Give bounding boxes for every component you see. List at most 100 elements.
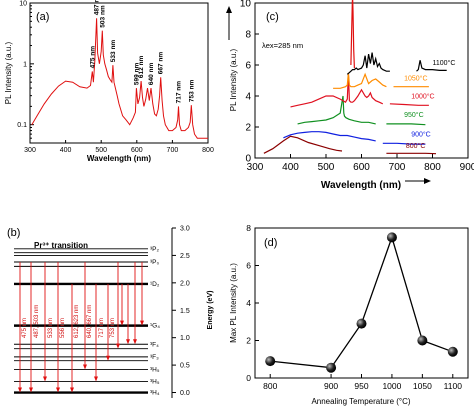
panel-b-arrowhead bbox=[70, 387, 74, 393]
panel-a-xtick-label: 800 bbox=[202, 147, 214, 154]
panel-c-series-label: 1050°C bbox=[404, 75, 427, 83]
panel-c-xtick-label: 800 bbox=[424, 162, 441, 173]
panel-c-xtick-label: 500 bbox=[318, 162, 335, 173]
panel-b-ytick-label: 1.0 bbox=[180, 335, 190, 342]
panel-d-ytick-label: 4 bbox=[246, 298, 251, 308]
panel-a-xtick-label: 700 bbox=[167, 147, 179, 154]
panel-d-data-point bbox=[447, 346, 458, 357]
panel-b-ytick-label: 3.0 bbox=[180, 226, 190, 233]
panel-b-label: (b) bbox=[7, 227, 20, 239]
panel-c-arrow bbox=[226, 6, 232, 40]
panel-b-level-label: ³F₄ bbox=[150, 341, 159, 348]
panel-a-peak-label: 533 nm bbox=[110, 40, 117, 63]
panel-c-series-line bbox=[333, 72, 387, 89]
panel-c-ytick-label: 10 bbox=[240, 0, 252, 10]
panel-b-arrowhead bbox=[133, 339, 137, 345]
panel-b-arrowhead bbox=[106, 355, 110, 361]
panel-b-ytick-label: 2.5 bbox=[180, 253, 190, 260]
panel-d-frame bbox=[254, 227, 469, 379]
panel-b-transition-label: 475 nm bbox=[22, 318, 28, 338]
panel-c-series-line bbox=[416, 60, 447, 72]
panel-c-series-line bbox=[297, 95, 376, 125]
panel-a-peak-label: 667 nm bbox=[158, 52, 165, 75]
panel-c-frame bbox=[254, 2, 469, 159]
panel-c-series-label: 950°C bbox=[404, 111, 424, 119]
panel-d-data-point bbox=[326, 362, 337, 373]
panel-d-xtick-label: 1050 bbox=[413, 381, 432, 391]
panel-a-peak-label: 640 nm bbox=[148, 62, 155, 85]
panel-b-ytick-label: 2.0 bbox=[180, 280, 190, 287]
panel-c-series-line bbox=[346, 52, 390, 75]
panel-c-ytick-label: 8 bbox=[245, 30, 251, 41]
panel-c-ytick-label: 2 bbox=[245, 123, 251, 134]
panel-a-label: (a) bbox=[36, 11, 49, 23]
panel-d-xtick-label: 1100 bbox=[444, 381, 463, 391]
panel-b-ytick-label: 0.0 bbox=[180, 390, 190, 397]
panel-b-arrowhead bbox=[116, 343, 120, 349]
panel-a-ytick-label: 1 bbox=[23, 61, 27, 68]
panel-d-ytick-label: 6 bbox=[246, 261, 251, 271]
panel-d-ylabel: Max PL Intensity (a.u.) bbox=[229, 263, 238, 343]
panel-c-xlabel: Wavelength (nm) bbox=[321, 180, 401, 191]
panel-c-excitation-label: λex=285 nm bbox=[262, 41, 303, 50]
panel-d-xtick-label: 800 bbox=[263, 381, 277, 391]
panel-a: (a) Wavelength (nm) PL Intensity (a.u.) … bbox=[4, 0, 214, 163]
panel-b-transition-label: 556 nm bbox=[60, 318, 66, 338]
panel-b-arrowhead bbox=[140, 320, 144, 326]
panel-c-series-line bbox=[290, 74, 384, 108]
panel-c-series-line bbox=[382, 142, 426, 145]
panel-d-xtick-label: 1000 bbox=[382, 381, 401, 391]
panel-c-series-label: 1000°C bbox=[411, 92, 434, 100]
panel-b-arrowhead bbox=[83, 364, 87, 370]
panel-c-series-line bbox=[386, 123, 426, 126]
panel-b-ytick-label: 0.5 bbox=[180, 363, 190, 370]
panel-d-series-line bbox=[270, 235, 454, 369]
panel-b-arrowhead bbox=[126, 339, 130, 345]
panel-b-transition-label: 487, 503 nm bbox=[34, 305, 40, 338]
panel-c-xtick-label: 900 bbox=[460, 162, 474, 173]
panel-c-xtick-label: 600 bbox=[353, 162, 370, 173]
panel-b-arrowhead bbox=[94, 376, 98, 382]
panel-b-ytick-label: 1.5 bbox=[180, 308, 190, 315]
panel-b-level-label: ³H₅ bbox=[150, 379, 160, 386]
panel-b-transition-label: 717 nm bbox=[99, 318, 105, 338]
panel-a-peak-label: 475 nm bbox=[89, 46, 96, 69]
panel-a-xtick-label: 400 bbox=[60, 147, 72, 154]
panel-d-label: (d) bbox=[264, 237, 277, 249]
panel-b-level-label: ¹G₄ bbox=[150, 323, 160, 330]
panel-d-data-point bbox=[356, 318, 367, 329]
panel-b: (b) Pr³⁺ transition Energy (eV) 0.0 0.5 1.… bbox=[7, 226, 214, 398]
panel-d-xtick-label: 950 bbox=[354, 381, 368, 391]
panel-c-label: (c) bbox=[266, 11, 279, 23]
panel-c-ytick-label: 4 bbox=[245, 92, 251, 103]
panel-c-ytick-label: 6 bbox=[245, 61, 251, 72]
panel-c-right-arrow bbox=[405, 178, 431, 184]
panel-b-level-label: ³F₃ bbox=[150, 354, 159, 361]
panel-a-xlabel: Wavelength (nm) bbox=[87, 154, 151, 163]
panel-b-arrowhead bbox=[18, 387, 22, 393]
panel-d-data-point bbox=[417, 335, 428, 346]
panel-c-series-label: 1100°C bbox=[433, 59, 456, 67]
panel-c-series-line bbox=[389, 103, 429, 106]
panel-b-ylabel: Energy (eV) bbox=[207, 291, 214, 330]
panel-a-frame bbox=[29, 2, 209, 144]
panel-a-peak-label: 753 nm bbox=[188, 79, 195, 102]
panel-c-xtick-label: 300 bbox=[247, 162, 264, 173]
panel-c: (c) Wavelength (nm) PL Intensity (a.u.) … bbox=[226, 0, 474, 191]
panel-c-series-line bbox=[283, 131, 376, 142]
panel-a-peak-label: 717 nm bbox=[176, 81, 183, 104]
panel-a-peak-label: 599 nm bbox=[133, 62, 140, 85]
panel-c-series-line bbox=[350, 0, 355, 69]
panel-d-data-point bbox=[265, 356, 276, 367]
panel-d-ytick-label: 0 bbox=[246, 373, 251, 383]
panel-d-ytick-label: 8 bbox=[246, 223, 251, 233]
panel-a-xtick-label: 300 bbox=[24, 147, 36, 154]
panel-a-ytick-label: 0.1 bbox=[17, 122, 27, 129]
panel-d-xtick-label: 900 bbox=[324, 381, 338, 391]
panel-b-arrowhead bbox=[56, 387, 60, 393]
panel-b-arrowhead bbox=[120, 320, 124, 326]
panel-b-level-label: ³P₀ bbox=[150, 259, 160, 266]
panel-a-spectrum-line bbox=[31, 18, 208, 139]
panel-b-level-label: ³P₂ bbox=[150, 246, 160, 253]
